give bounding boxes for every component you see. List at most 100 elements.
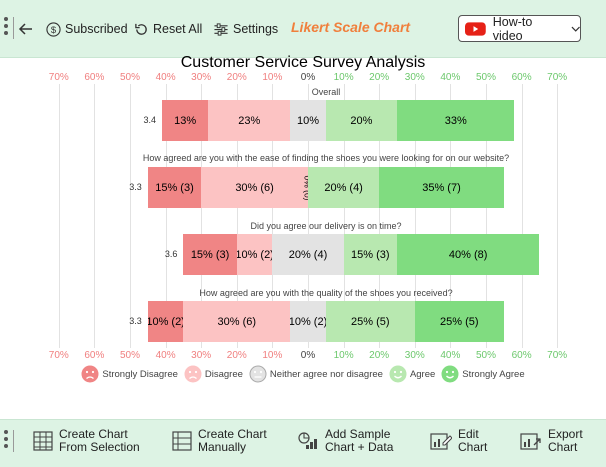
- edit-chart-icon: [430, 433, 452, 450]
- gridline: [414, 84, 416, 348]
- x-tick-label-bottom: 40%: [440, 350, 461, 361]
- bar-segment: 15% (3): [343, 234, 397, 275]
- x-tick-label-bottom: 20%: [226, 350, 247, 361]
- bar-value-label: 30% (6): [235, 181, 274, 194]
- x-tick-label-top: 10%: [333, 72, 354, 83]
- bar-segment: 13%: [162, 100, 209, 141]
- legend-label: Strongly Agree: [462, 368, 525, 380]
- bar-value-label: 10% (2): [290, 315, 326, 328]
- export-chart-icon: [520, 433, 541, 450]
- bar-value-label: 23%: [238, 114, 261, 127]
- legend-item: Agree: [389, 365, 435, 383]
- x-tick-label-top: 30%: [191, 72, 212, 83]
- mean-score-label: 3.6: [164, 248, 178, 259]
- x-tick-label-bottom: 30%: [191, 350, 212, 361]
- settings-button[interactable]: Settings: [213, 19, 278, 39]
- export-chart-button[interactable]: Export Chart: [520, 428, 583, 454]
- x-tick-label-bottom: 60%: [84, 350, 105, 361]
- bar-value-label: 33%: [444, 114, 467, 127]
- chart-type-name: Likert Scale Chart: [291, 19, 411, 35]
- table-grid-icon: [33, 431, 53, 451]
- gridline: [58, 84, 60, 348]
- bar-segment: 10%: [290, 100, 326, 141]
- create-selection-line2: From Selection: [59, 440, 140, 454]
- bar-value-label: 30% (6): [217, 315, 257, 328]
- x-tick-label-top: 70%: [48, 72, 69, 83]
- legend-label: Strongly Disagree: [102, 368, 178, 380]
- x-tick-label-top: 70%: [547, 72, 568, 83]
- chart-legend: Strongly Disagree Disagree Neither agree n…: [0, 365, 606, 383]
- bar-value-label: 25% (5): [440, 315, 479, 328]
- youtube-icon: [465, 21, 486, 36]
- edit-chart-button[interactable]: Edit Chart: [430, 428, 487, 454]
- gridline: [272, 84, 274, 348]
- export-line2: Chart: [548, 440, 578, 454]
- bottom-menu-dots-icon[interactable]: [4, 430, 10, 452]
- bottom-toolbar: Create Chart From Selection Create Chart M…: [0, 419, 606, 467]
- bar-segment: 25% (5): [414, 301, 504, 342]
- question-label: Overall: [311, 87, 341, 97]
- bar-segment: 35% (7): [379, 167, 504, 208]
- bar-segment: 10% (2): [147, 301, 184, 342]
- create-chart-from-selection-button[interactable]: Create Chart From Selection: [33, 428, 140, 454]
- bar-segment: 10% (2): [290, 301, 326, 342]
- add-sample-chart-button[interactable]: Add Sample Chart + Data: [297, 428, 393, 454]
- bar-segment: 33%: [397, 100, 515, 141]
- bottom-toolbar-divider: [13, 430, 14, 452]
- svg-text:$: $: [51, 24, 57, 34]
- x-tick-label-bottom: 60%: [511, 350, 532, 361]
- bar-segment: 20%: [325, 100, 397, 141]
- bar-segment: 15% (3): [147, 167, 202, 208]
- x-tick-label-bottom: 50%: [119, 350, 140, 361]
- bar-value-label: 13%: [174, 114, 197, 127]
- gridline: [165, 84, 167, 348]
- bar-value-label: 40% (8): [448, 248, 488, 261]
- bar-value-label: 20% (4): [324, 181, 363, 194]
- gridline: [201, 84, 203, 348]
- bar-value-label: 25% (5): [351, 315, 390, 328]
- mean-score-label: 3.3: [129, 181, 142, 192]
- create-manual-line1: Create Chart: [198, 427, 267, 441]
- likert-chart: Customer Service Survey Analysis 70% 70% 6…: [0, 54, 606, 416]
- bar-value-label: 20%: [350, 114, 373, 127]
- question-label: Did you agree our delivery is on time?: [250, 221, 402, 231]
- bar-value-label: 10% (2): [236, 248, 273, 261]
- gridline: [486, 84, 487, 348]
- dollar-circle-icon: $: [46, 21, 61, 37]
- subscribed-button[interactable]: $ Subscribed: [46, 19, 128, 39]
- reset-all-button[interactable]: Reset All: [134, 19, 202, 39]
- bar-segment: 23%: [208, 100, 291, 141]
- x-tick-label-top: 60%: [511, 72, 532, 83]
- x-tick-label-top: 0%: [300, 72, 316, 83]
- bar-segment: 20% (4): [272, 234, 344, 275]
- bar-value-label: 35% (7): [422, 181, 461, 194]
- add-sample-line1: Add Sample: [325, 427, 391, 441]
- bar-segment: 30% (6): [201, 167, 308, 208]
- x-tick-label-bottom: 10%: [333, 350, 354, 361]
- undo-icon: [135, 23, 147, 35]
- happy-face-icon: [441, 365, 459, 383]
- bar-value-label: 10%: [296, 114, 319, 127]
- question-label: How agreed are you with the quality of t…: [199, 288, 453, 298]
- bar-segment: 40% (8): [397, 234, 540, 275]
- create-chart-manually-button[interactable]: Create Chart Manually: [172, 428, 267, 454]
- gridline: [236, 84, 238, 348]
- bar-value-label: 10% (2): [147, 315, 184, 328]
- x-tick-label-bottom: 0%: [300, 350, 316, 361]
- legend-item: Neither agree nor disagree: [249, 365, 383, 383]
- x-tick-label-bottom: 20%: [369, 350, 390, 361]
- list-table-icon: [172, 431, 192, 451]
- x-tick-label-bottom: 40%: [155, 350, 176, 361]
- legend-item: Disagree: [184, 365, 243, 383]
- x-tick-label-top: 60%: [84, 72, 105, 83]
- menu-dots-icon[interactable]: [4, 17, 10, 39]
- back-button[interactable]: [18, 19, 38, 39]
- x-tick-label-top: 40%: [155, 72, 176, 83]
- gridline: [94, 84, 96, 348]
- howto-video-button[interactable]: How-to video: [458, 15, 581, 43]
- x-tick-label-bottom: 10%: [262, 350, 283, 361]
- x-tick-label-top: 20%: [369, 72, 390, 83]
- x-tick-label-top: 10%: [262, 72, 283, 83]
- add-sample-line2: Chart + Data: [325, 440, 394, 454]
- edit-line2: Chart: [458, 440, 488, 454]
